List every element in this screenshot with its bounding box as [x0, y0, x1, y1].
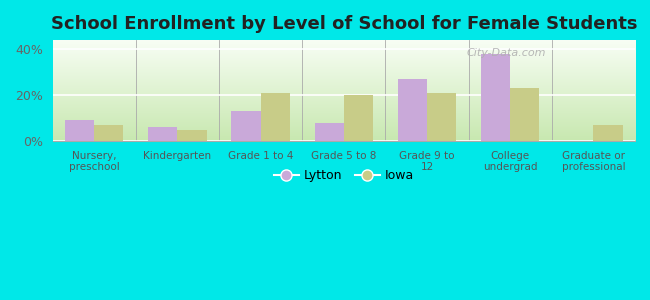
- Bar: [398, 79, 427, 141]
- Bar: [427, 93, 456, 141]
- Bar: [177, 130, 207, 141]
- Bar: [231, 111, 261, 141]
- Bar: [148, 128, 177, 141]
- Bar: [315, 123, 344, 141]
- Bar: [593, 125, 623, 141]
- Bar: [261, 93, 290, 141]
- Title: School Enrollment by Level of School for Female Students: School Enrollment by Level of School for…: [51, 15, 637, 33]
- Bar: [510, 88, 540, 141]
- Legend: Lytton, Iowa: Lytton, Iowa: [268, 164, 419, 188]
- Bar: [344, 95, 373, 141]
- Text: City-Data.com: City-Data.com: [466, 48, 545, 58]
- Bar: [481, 54, 510, 141]
- Bar: [94, 125, 124, 141]
- Bar: [65, 121, 94, 141]
